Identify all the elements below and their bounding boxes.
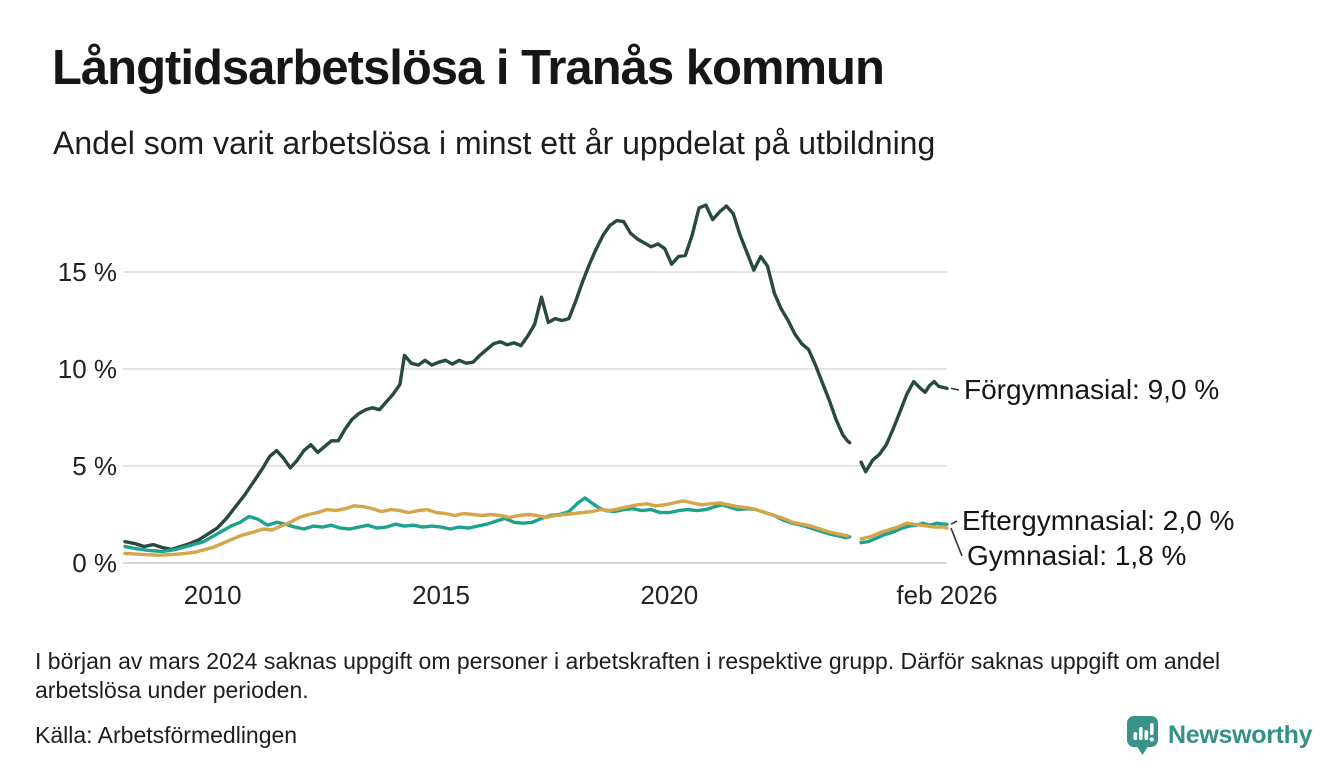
logo-exclamation-bar [1150, 723, 1154, 735]
newsworthy-logo: Newsworthy [1126, 714, 1313, 756]
series-label-forgymnasial: Förgymnasial: 9,0 % [964, 374, 1220, 405]
y-axis-label-5: 5 % [72, 451, 117, 481]
series-line-förgymnasial [859, 379, 949, 474]
label-connector-förgymnasial [950, 387, 960, 391]
x-axis-label-feb-2026: feb 2026 [896, 580, 998, 610]
y-axis-label-10: 10 % [57, 354, 117, 384]
x-axis-label-2020: 2020 [640, 580, 699, 610]
logo-bar-tall [1139, 727, 1143, 740]
logo-bar-small [1133, 732, 1138, 740]
y-axis-label-0: 0 % [72, 548, 117, 578]
x-axis-label-2010: 2010 [183, 580, 242, 610]
series-line-eftergymnasial [859, 521, 949, 545]
series-line-förgymnasial [123, 203, 852, 552]
footnote: I början av mars 2024 saknas uppgift om … [35, 648, 1221, 704]
label-connector-eftergymnasial [950, 520, 958, 525]
series-line-gymnasial [859, 521, 949, 541]
series-label-gymnasial: Gymnasial: 1,8 % [967, 540, 1187, 571]
source-label: Källa: Arbetsförmedlingen [35, 722, 298, 748]
newsworthy-logo-icon [1127, 716, 1158, 755]
y-axis-label-15: 15 % [57, 257, 117, 287]
x-axis-label-2015: 2015 [412, 580, 470, 610]
series-line-gymnasial [123, 499, 850, 557]
chart-subtitle: Andel som varit arbetslösa i minst ett å… [53, 125, 936, 161]
series-label-eftergymnasial: Eftergymnasial: 2,0 % [962, 505, 1235, 536]
newsworthy-wordmark: Newsworthy [1168, 720, 1313, 749]
logo-bubble-tail [1136, 745, 1149, 755]
series-line-eftergymnasial [123, 496, 852, 554]
page-title: Långtidsarbetslösa i Tranås kommun [52, 41, 885, 95]
label-connector-gymnasial [950, 527, 963, 557]
logo-exclamation-dot [1149, 737, 1154, 742]
logo-bar-mid [1144, 730, 1149, 740]
